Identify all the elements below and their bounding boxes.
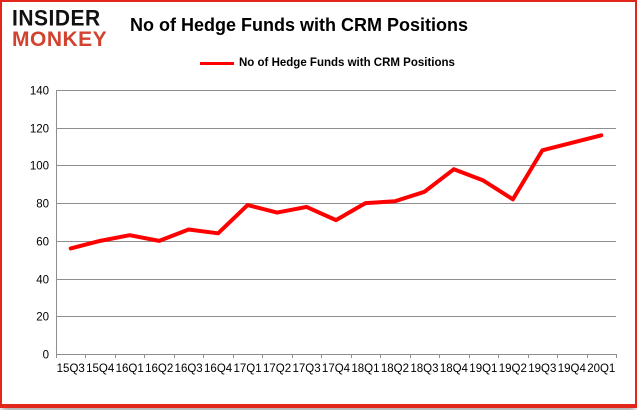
insider-monkey-logo: INSIDER MONKEY [12,6,108,51]
x-axis-tick-label: 16Q1 [116,363,144,375]
legend-label: No of Hedge Funds with CRM Positions [239,57,455,69]
x-axis-tick-label: 19Q2 [499,363,527,375]
x-axis-tick-label: 17Q1 [234,363,262,375]
x-axis-tick-label: 19Q3 [528,363,556,375]
x-axis-tick-label: 15Q3 [57,363,85,375]
x-axis-tick-label: 17Q3 [292,363,320,375]
x-axis-tick-label: 16Q3 [175,363,203,375]
logo-line-insider: INSIDER [12,6,101,31]
y-axis-tick-label: 40 [36,275,49,287]
x-axis-tick-label: 18Q3 [410,363,438,375]
axes [56,90,617,358]
x-axis-tick-label: 18Q1 [351,363,379,375]
y-axis-tick-label: 140 [30,86,49,98]
x-axis-tick-label: 16Q4 [204,363,233,375]
x-axis-tick-label: 19Q1 [469,363,497,375]
page-title: No of Hedge Funds with CRM Positions [130,15,468,35]
x-axis-tick-label: 18Q4 [440,363,469,375]
y-axis-tick-label: 120 [30,124,49,136]
legend: No of Hedge Funds with CRM Positions [200,56,455,70]
y-axis-tick-label: 60 [36,237,49,249]
gridlines [56,90,616,355]
y-axis-tick-label: 80 [36,199,49,211]
logo-line-monkey: MONKEY [12,28,108,51]
y-axis-tick-label: 0 [43,350,49,362]
x-axis-tick-label: 20Q1 [587,363,615,375]
x-axis-tick-label: 16Q2 [145,363,173,375]
series-line-crm [68,133,604,251]
x-axis-tick-label: 17Q4 [322,363,351,375]
y-axis-labels: 0 20 40 60 80 100 120 140 [30,86,49,362]
y-axis-tick-label: 20 [36,312,49,324]
x-axis-tick-label: 17Q2 [263,363,291,375]
x-axis-tick-label: 19Q4 [558,363,587,375]
legend-line-swatch [200,61,234,65]
x-axis-labels: 15Q3 15Q4 16Q1 16Q2 16Q3 16Q4 17Q1 17Q2 17Q3 17Q4… [57,363,616,375]
x-axis-tick-label: 15Q4 [86,363,115,375]
x-axis-tick-label: 18Q2 [381,363,409,375]
y-axis-tick-label: 100 [30,161,49,173]
